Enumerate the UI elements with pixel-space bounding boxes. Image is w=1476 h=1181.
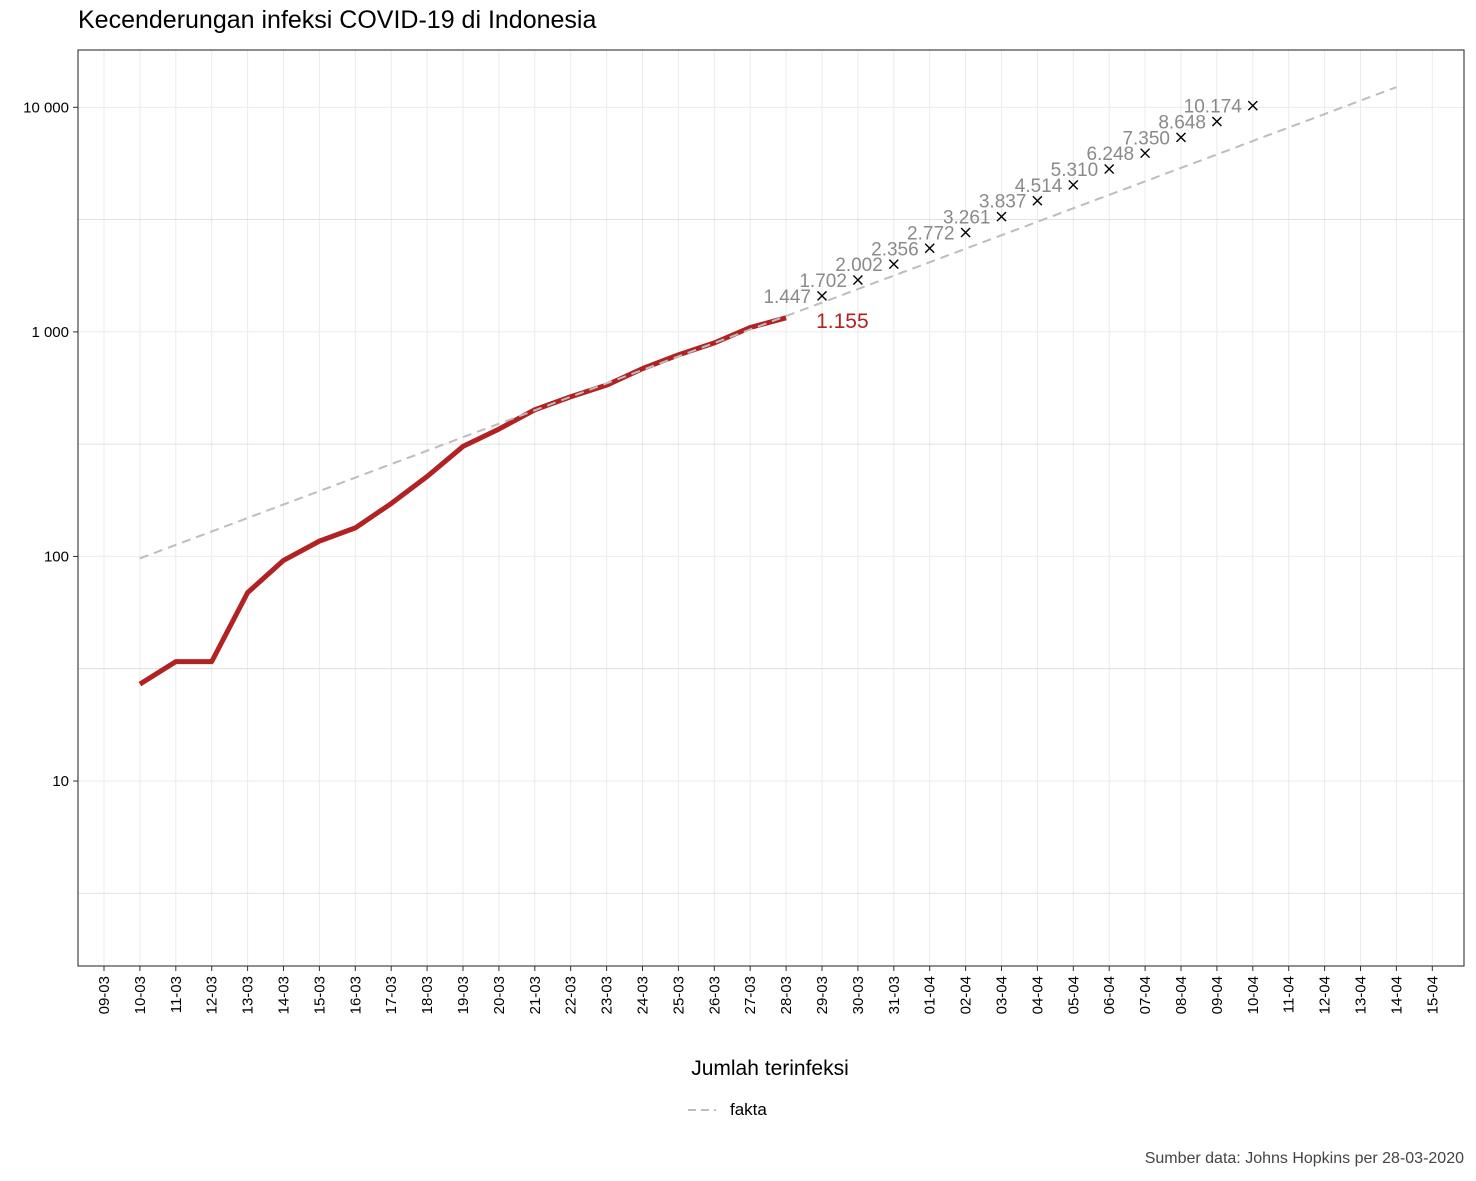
x-tick-label: 04-04 [1029, 976, 1046, 1014]
x-tick-label: 13-04 [1353, 976, 1370, 1014]
series-layer [138, 86, 1397, 687]
projection-point [852, 275, 863, 286]
x-tick-label: 10-03 [132, 976, 149, 1014]
x-tick-label: 26-03 [706, 976, 723, 1014]
legend-title: Jumlah terinfeksi [691, 1057, 849, 1080]
projection-value-label: 2.356 [871, 239, 919, 260]
y-tick-label: 10 [52, 773, 69, 790]
y-tick-label: 10 000 [23, 99, 69, 116]
x-tick-label: 01-04 [922, 976, 939, 1014]
trend-line-fakta [139, 86, 1397, 560]
legend-label: fakta [730, 1100, 767, 1119]
x-tick-label: 18-03 [419, 976, 436, 1014]
projection-point [1140, 148, 1151, 159]
projection-value-label: 1.447 [763, 287, 811, 308]
legend-key-dashed [688, 1109, 716, 1111]
x-tick-label: 02-04 [958, 976, 975, 1014]
point-mark [852, 275, 863, 286]
x-tick-label: 12-04 [1317, 976, 1334, 1014]
projection-point [924, 243, 935, 254]
projection-value-label: 4.514 [1015, 176, 1063, 197]
x-tick-label: 23-03 [599, 976, 616, 1014]
x-tick-label: 10-04 [1245, 976, 1262, 1014]
x-tick-label: 14-03 [276, 976, 293, 1014]
x-tick-label: 25-03 [670, 976, 687, 1014]
x-tick-label: 06-04 [1101, 976, 1118, 1014]
x-tick-label: 30-03 [850, 976, 867, 1014]
point-mark [888, 259, 899, 270]
x-tick-label: 03-04 [994, 976, 1011, 1014]
projection-point [1104, 164, 1115, 175]
projection-value-label: 10.174 [1184, 97, 1243, 118]
point-mark [1211, 116, 1222, 127]
x-tick-label: 24-03 [635, 976, 652, 1014]
x-tick-label: 21-03 [527, 976, 544, 1014]
x-tick-label: 16-03 [347, 976, 364, 1014]
projection-point [1068, 179, 1079, 190]
axes: 09-03 10-03 11-03 12-03 13-03 14-03 15-03 16-03… [23, 99, 1441, 1014]
projection-value-label: 3.837 [979, 192, 1027, 213]
projection-value-label: 2.772 [907, 223, 955, 244]
x-tick-label: 11-03 [168, 976, 185, 1013]
x-tick-label: 28-03 [778, 976, 795, 1014]
x-tick-label: 09-03 [96, 976, 113, 1014]
chart-title: Kecenderungan infeksi COVID-19 di Indone… [78, 6, 597, 34]
projection-point [996, 211, 1007, 222]
projection-value-label: 3.261 [943, 208, 991, 229]
projection-value-label: 5.310 [1051, 160, 1099, 181]
projection-value-label: 7.350 [1122, 128, 1170, 149]
projection-point [1211, 116, 1222, 127]
projection-value-label: 6.248 [1087, 144, 1135, 165]
projection-value-label: 8.648 [1158, 112, 1206, 133]
point-mark [1032, 195, 1043, 206]
point-mark [960, 227, 971, 238]
x-tick-label: 08-04 [1173, 976, 1190, 1014]
projection-point [1247, 100, 1258, 111]
x-tick-label: 09-04 [1209, 976, 1226, 1014]
caption: Sumber data: Johns Hopkins per 28-03-202… [1144, 1150, 1464, 1167]
x-tick-label: 31-03 [886, 976, 903, 1014]
point-mark [1247, 100, 1258, 111]
x-tick-label: 12-03 [204, 976, 221, 1014]
x-tick-label: 11-04 [1281, 976, 1298, 1013]
point-mark [1068, 179, 1079, 190]
x-tick-label: 27-03 [742, 976, 759, 1014]
projection-point [1176, 132, 1186, 143]
x-tick-label: 13-03 [240, 976, 257, 1014]
actual-last-value-label: 1.155 [816, 310, 869, 333]
projection-point [888, 259, 899, 270]
x-tick-label: 29-03 [814, 976, 831, 1014]
projection-point [817, 290, 827, 301]
x-tick-label: 19-03 [455, 976, 472, 1014]
projection-value-label: 1.702 [799, 271, 847, 292]
point-mark [1176, 132, 1186, 143]
x-tick-label: 15-03 [311, 976, 328, 1014]
projection-value-label: 2.002 [835, 255, 883, 276]
x-tick-label: 15-04 [1424, 976, 1441, 1014]
x-tick-label: 07-04 [1137, 976, 1154, 1014]
x-tick-label: 14-04 [1388, 976, 1405, 1014]
projection-point [960, 227, 971, 238]
point-mark [924, 243, 935, 254]
legend-item-fakta: fakta [686, 1100, 767, 1120]
point-mark [1104, 164, 1115, 175]
grid-lines [78, 50, 1464, 966]
x-tick-label: 20-03 [491, 976, 508, 1014]
data-labels: 1.1551.4471.7022.0022.3562.7723.2613.837… [763, 97, 1242, 333]
projection-point [1032, 195, 1043, 206]
y-tick-label: 1 000 [31, 324, 69, 341]
point-mark [817, 290, 827, 301]
actual-cases-line [138, 315, 787, 687]
plot-border [77, 49, 1465, 967]
x-tick-label: 17-03 [383, 976, 400, 1014]
x-tick-label: 22-03 [563, 976, 580, 1014]
x-tick-label: 05-04 [1065, 976, 1082, 1014]
point-mark [1140, 148, 1151, 159]
point-mark [996, 211, 1007, 222]
y-tick-label: 100 [44, 548, 69, 565]
